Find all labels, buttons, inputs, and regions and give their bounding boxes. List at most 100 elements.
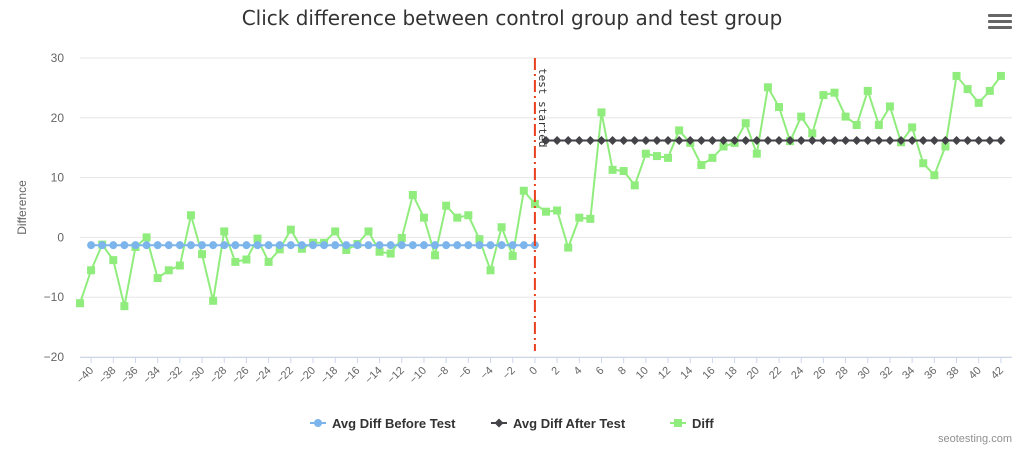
- data-point-diamond[interactable]: [563, 136, 573, 146]
- data-point-diamond[interactable]: [885, 136, 895, 146]
- legend-item-diff[interactable]: Diff: [670, 416, 714, 431]
- data-point-diamond[interactable]: [952, 136, 962, 146]
- data-point-circle[interactable]: [98, 241, 107, 250]
- data-point-circle[interactable]: [175, 241, 184, 250]
- data-point-diamond[interactable]: [752, 136, 762, 146]
- data-point-square[interactable]: [885, 102, 894, 111]
- data-point-circle[interactable]: [320, 241, 329, 250]
- data-point-circle[interactable]: [309, 241, 317, 250]
- data-point-circle[interactable]: [342, 241, 351, 250]
- data-point-diamond[interactable]: [807, 136, 817, 146]
- data-point-diamond[interactable]: [996, 136, 1006, 146]
- data-point-square[interactable]: [652, 152, 661, 161]
- data-point-square[interactable]: [386, 249, 395, 258]
- data-point-square[interactable]: [586, 214, 595, 223]
- data-point-square[interactable]: [752, 149, 761, 158]
- data-point-square[interactable]: [220, 227, 229, 236]
- data-point-square[interactable]: [464, 211, 473, 220]
- data-point-square[interactable]: [952, 71, 961, 80]
- data-point-square[interactable]: [475, 235, 484, 244]
- data-point-circle[interactable]: [431, 241, 440, 250]
- data-point-square[interactable]: [919, 159, 928, 168]
- data-point-circle[interactable]: [120, 241, 129, 250]
- data-point-circle[interactable]: [519, 241, 528, 250]
- data-point-circle[interactable]: [453, 241, 462, 250]
- data-point-diamond[interactable]: [829, 136, 839, 146]
- data-point-square[interactable]: [719, 142, 728, 151]
- legend-item-avg-diff-after-test[interactable]: Avg Diff After Test: [491, 416, 626, 431]
- data-point-square[interactable]: [431, 251, 440, 260]
- data-point-square[interactable]: [342, 245, 351, 254]
- data-point-square[interactable]: [775, 103, 783, 112]
- data-point-diamond[interactable]: [741, 136, 751, 146]
- data-point-diamond[interactable]: [774, 136, 784, 146]
- data-point-circle[interactable]: [386, 241, 395, 250]
- data-point-square[interactable]: [331, 227, 340, 236]
- data-point-circle[interactable]: [87, 241, 96, 250]
- data-point-circle[interactable]: [442, 241, 451, 250]
- data-point-square[interactable]: [863, 86, 872, 95]
- data-point-diamond[interactable]: [608, 136, 618, 146]
- data-point-square[interactable]: [419, 213, 428, 222]
- data-point-diamond[interactable]: [963, 136, 973, 146]
- data-point-circle[interactable]: [364, 241, 373, 250]
- hamburger-menu-icon[interactable]: [988, 14, 1012, 34]
- data-point-diamond[interactable]: [874, 136, 884, 146]
- legend-item-avg-diff-before-test[interactable]: Avg Diff Before Test: [310, 416, 456, 431]
- data-point-square[interactable]: [619, 167, 628, 176]
- data-point-square[interactable]: [963, 85, 972, 94]
- data-point-square[interactable]: [175, 261, 184, 270]
- data-point-square[interactable]: [908, 123, 917, 132]
- data-point-square[interactable]: [553, 206, 562, 215]
- data-point-diamond[interactable]: [907, 136, 917, 146]
- data-point-diamond[interactable]: [719, 136, 729, 146]
- data-point-square[interactable]: [530, 199, 539, 208]
- data-point-diamond[interactable]: [985, 136, 995, 146]
- data-point-circle[interactable]: [375, 241, 384, 250]
- data-point-circle[interactable]: [286, 241, 295, 250]
- data-point-diamond[interactable]: [852, 136, 862, 146]
- credits-link[interactable]: seotesting.com: [938, 433, 1012, 445]
- data-point-diamond[interactable]: [841, 136, 851, 146]
- data-point-square[interactable]: [597, 108, 606, 117]
- data-point-square[interactable]: [253, 234, 262, 243]
- data-point-diamond[interactable]: [918, 136, 928, 146]
- data-point-square[interactable]: [231, 257, 240, 266]
- data-point-square[interactable]: [264, 257, 273, 266]
- data-point-square[interactable]: [186, 211, 195, 220]
- data-point-square[interactable]: [841, 112, 850, 121]
- data-point-circle[interactable]: [397, 241, 406, 250]
- data-point-diamond[interactable]: [541, 136, 551, 146]
- data-point-circle[interactable]: [231, 241, 240, 250]
- data-point-circle[interactable]: [209, 241, 218, 250]
- data-point-square[interactable]: [741, 119, 750, 128]
- data-point-circle[interactable]: [275, 241, 284, 250]
- data-point-diamond[interactable]: [685, 136, 695, 146]
- data-point-diamond[interactable]: [619, 136, 629, 146]
- data-point-square[interactable]: [87, 266, 96, 275]
- data-point-diamond[interactable]: [674, 136, 684, 146]
- data-point-diamond[interactable]: [940, 136, 950, 146]
- data-point-circle[interactable]: [408, 241, 417, 250]
- data-point-square[interactable]: [797, 112, 806, 121]
- data-point-diamond[interactable]: [630, 136, 640, 146]
- data-point-square[interactable]: [763, 83, 772, 92]
- data-point-square[interactable]: [486, 266, 495, 275]
- data-point-square[interactable]: [819, 91, 828, 100]
- data-point-circle[interactable]: [186, 241, 195, 250]
- data-point-circle[interactable]: [486, 241, 495, 250]
- data-point-diamond[interactable]: [730, 136, 740, 146]
- data-point-diamond[interactable]: [641, 136, 651, 146]
- data-point-diamond[interactable]: [818, 136, 828, 146]
- data-point-diamond[interactable]: [929, 136, 939, 146]
- data-point-square[interactable]: [874, 120, 883, 129]
- data-point-square[interactable]: [985, 86, 994, 95]
- data-point-circle[interactable]: [153, 241, 162, 250]
- data-point-square[interactable]: [641, 149, 650, 158]
- data-point-square[interactable]: [808, 129, 817, 138]
- data-point-circle[interactable]: [264, 241, 273, 250]
- data-point-circle[interactable]: [220, 241, 229, 250]
- data-point-circle[interactable]: [131, 241, 140, 250]
- data-point-square[interactable]: [608, 165, 617, 174]
- data-point-circle[interactable]: [297, 241, 306, 250]
